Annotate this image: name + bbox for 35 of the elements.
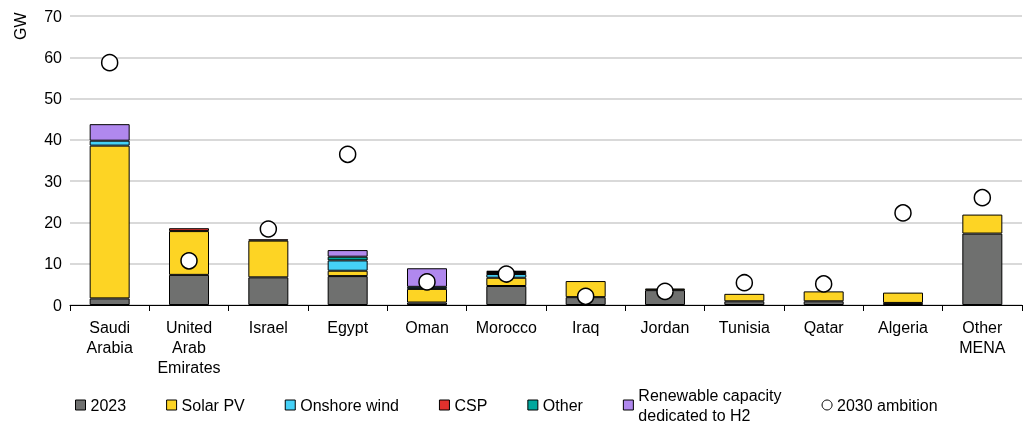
point xyxy=(576,287,595,306)
x-tick-label: Saudi Arabia xyxy=(86,318,133,356)
x-tick-label: Iraq xyxy=(571,318,600,336)
x-tick-label: Other MENA xyxy=(959,318,1006,356)
legend-label: Other xyxy=(542,396,584,414)
y-tick-label: 50 xyxy=(44,90,63,108)
bar xyxy=(724,293,765,302)
x-tick-label: Tunisia xyxy=(718,318,770,336)
point xyxy=(100,53,119,72)
y-tick-label: 10 xyxy=(44,255,63,273)
legend-label: Solar PV xyxy=(181,396,246,414)
y-tick-label: 0 xyxy=(53,296,63,314)
legend-label: Renewable capacity dedicated to H2 xyxy=(638,386,782,424)
y-tick-label: 60 xyxy=(44,48,63,66)
x-tick-label: Jordan xyxy=(640,318,690,336)
y-tick-label: 30 xyxy=(44,172,63,190)
x-tick-label: Israel xyxy=(248,318,288,336)
bar xyxy=(327,250,368,257)
legend-label: CSP xyxy=(454,396,488,414)
x-tick-label: Morocco xyxy=(475,318,538,336)
point xyxy=(497,265,516,283)
point xyxy=(656,282,674,301)
y-tick-label: 70 xyxy=(44,7,63,25)
y-axis-title: GW xyxy=(11,11,29,40)
legend-label: 2023 xyxy=(90,396,127,414)
y-tick-label: 40 xyxy=(44,131,63,149)
x-tick-label: Oman xyxy=(405,318,449,336)
x-tick-label: Qatar xyxy=(803,318,845,336)
x-tick-label: Egypt xyxy=(327,318,369,336)
x-tick-label: Algeria xyxy=(878,318,928,336)
legend-label: 2030 ambition xyxy=(837,396,938,414)
y-tick-label: 20 xyxy=(44,213,63,231)
x-tick-label: United Arab Emirates xyxy=(157,318,221,376)
legend-label: Onshore wind xyxy=(300,396,399,414)
bar xyxy=(883,292,923,303)
